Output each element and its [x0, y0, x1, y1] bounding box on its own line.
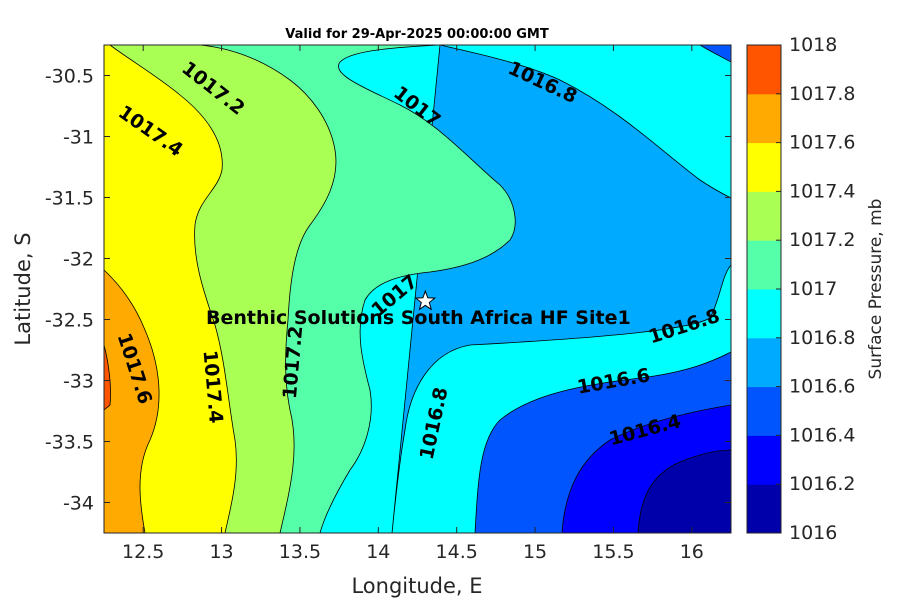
colorbar-tick-label: 1016.8	[789, 327, 855, 349]
y-tick-label: -31	[63, 127, 94, 149]
x-tick-label: 15.5	[592, 541, 634, 563]
colorbar-segment	[747, 142, 781, 192]
colorbar-segment	[747, 93, 781, 144]
site-star-icon	[414, 289, 437, 311]
region-1017-8	[104, 344, 111, 411]
y-tick-label: -31.5	[45, 188, 94, 210]
y-tick-label: -33.5	[45, 432, 94, 454]
colorbar-segment	[747, 435, 781, 485]
region-1016-4	[474, 45, 731, 533]
colorbar-segment	[747, 191, 781, 241]
site-marker	[414, 289, 437, 311]
chart-title: Valid for 29-Apr-2025 00:00:00 GMT	[285, 27, 549, 42]
x-tick-label: 15	[523, 541, 547, 563]
colorbar-tick-label: 1017	[789, 278, 837, 300]
x-tick-label: 14.5	[436, 541, 478, 563]
colorbar-segment	[747, 337, 781, 388]
region-1016-0	[637, 449, 731, 533]
x-axis-label: Longitude, E	[351, 574, 482, 598]
y-tick-label: -32.5	[45, 310, 94, 332]
colorbar-tick-label: 1016.4	[789, 424, 855, 446]
colorbar-tick-label: 1017.6	[789, 132, 855, 154]
x-axis: 12.5 13 13.5 14 14.5 15 15.5 16	[122, 45, 704, 563]
colorbar-tick-label: 1016.2	[789, 473, 855, 495]
x-tick-label: 16	[680, 541, 704, 563]
colorbar-tick-label: 1016.6	[789, 376, 855, 398]
colorbar: 1016 1016.2 1016.4 1016.6 1016.8 1017 1017.2 10…	[746, 34, 855, 544]
colorbar-segment	[747, 289, 781, 339]
y-tick-label: -33	[63, 371, 94, 393]
x-tick-label: 13	[209, 541, 233, 563]
colorbar-segment	[747, 386, 781, 436]
x-tick-label: 13.5	[279, 541, 321, 563]
y-axis: -30.5 -31 -31.5 -32 -32.5 -33 -33.5 -34	[45, 66, 731, 515]
y-tick-label: -34	[63, 493, 94, 515]
region-1017-6	[104, 269, 160, 533]
plot-area	[104, 45, 731, 533]
y-tick-label: -32	[63, 249, 94, 271]
colorbar-segment	[747, 45, 781, 95]
colorbar-tick-label: 1017.2	[789, 229, 855, 251]
colorbar-segment	[747, 484, 781, 534]
colorbar-tick-label: 1016	[789, 522, 837, 544]
colorbar-label: Surface Pressure, mb	[866, 199, 886, 380]
colorbar-tick-label: 1018	[789, 34, 837, 56]
site-label: Benthic Solutions South Africa HF Site1	[206, 307, 631, 329]
y-tick-label: -30.5	[45, 66, 94, 88]
plot-frame	[103, 44, 732, 534]
x-tick-label: 14	[366, 541, 390, 563]
colorbar-segment	[747, 240, 781, 290]
colorbar-tick-label: 1017.4	[789, 180, 855, 202]
colorbar-tick-label: 1017.8	[789, 83, 855, 105]
x-tick-label: 12.5	[122, 541, 164, 563]
y-axis-label: Latitude, S	[11, 232, 35, 345]
